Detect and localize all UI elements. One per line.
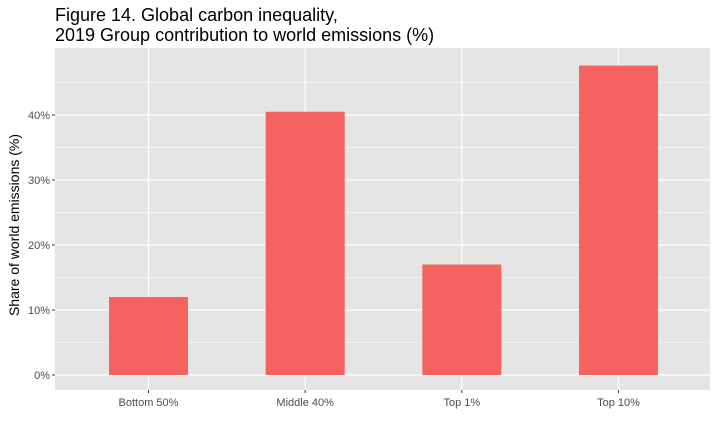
x-tick-label: Top 1%: [443, 397, 480, 409]
bars: [109, 65, 658, 375]
y-axis: 0% 10% 20% 30% 40%: [28, 110, 55, 382]
x-tick-label: Middle 40%: [276, 397, 334, 409]
chart-title-line-1: Figure 14. Global carbon inequality,: [55, 5, 338, 25]
y-tick-label: 0%: [34, 370, 50, 382]
bar-top-10: [579, 65, 658, 375]
y-tick-label: 40%: [28, 110, 50, 122]
bar-top-1: [422, 264, 502, 375]
y-tick-label: 30%: [28, 175, 50, 187]
x-axis: Bottom 50% Middle 40% Top 1% Top 10%: [119, 390, 640, 409]
y-tick-label: 20%: [28, 240, 50, 252]
bar-bottom-50: [109, 297, 188, 375]
x-tick-label: Top 10%: [597, 397, 640, 409]
chart-title-line-2: 2019 Group contribution to world emissio…: [55, 25, 435, 45]
x-tick-label: Bottom 50%: [119, 397, 179, 409]
y-axis-title: Share of world emissions (%): [6, 134, 22, 316]
y-tick-label: 10%: [28, 305, 50, 317]
bar-middle-40: [265, 111, 345, 375]
